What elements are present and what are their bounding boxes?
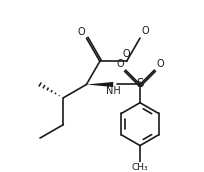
Polygon shape [86, 82, 113, 87]
Text: O: O [116, 59, 123, 69]
Text: O: O [122, 49, 130, 59]
Text: CH₃: CH₃ [131, 163, 148, 172]
Text: O: O [140, 26, 148, 36]
Text: O: O [155, 59, 163, 69]
Text: S: S [136, 77, 143, 90]
Text: NH: NH [106, 86, 120, 96]
Text: O: O [77, 27, 84, 37]
